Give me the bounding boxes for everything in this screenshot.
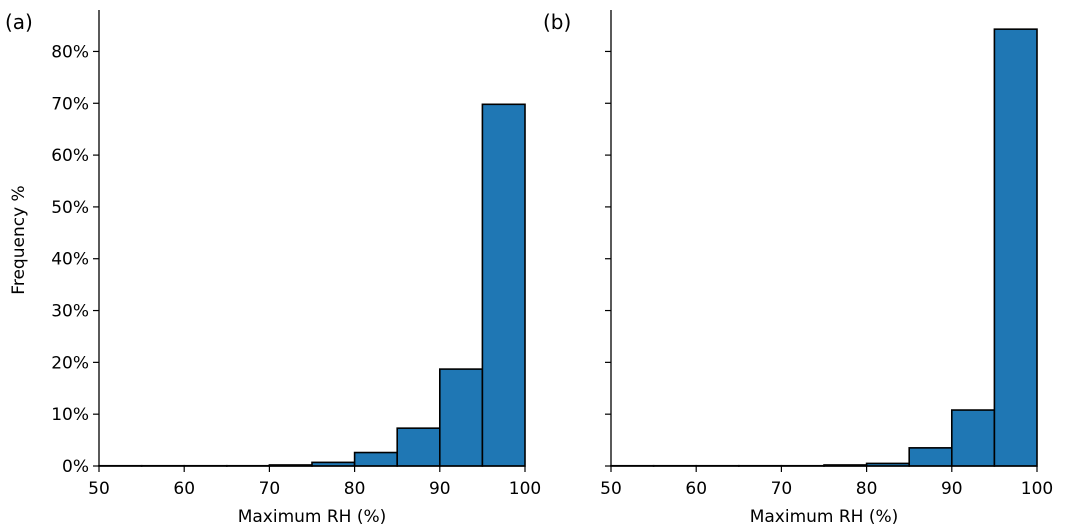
panel-label: (a) [5, 10, 33, 34]
x-tick-label: 50 [600, 479, 622, 499]
panel-b: 50 60 70 80 90 100 Maximum RH (%) (b) [543, 10, 1053, 527]
x-tick-label: 100 [509, 479, 541, 499]
y-axis-label: Frequency % [9, 185, 29, 294]
x-axis-label: Maximum RH (%) [238, 507, 387, 527]
x-tick-label: 80 [856, 479, 878, 499]
y-tick-label: 30% [51, 302, 89, 322]
x-tick-label: 90 [941, 479, 963, 499]
x-tick-label: 70 [259, 479, 281, 499]
histogram-bar [438, 368, 484, 467]
histogram-bar [353, 451, 399, 467]
histogram-bar [908, 447, 953, 467]
panels: 0% 10% 20% 30% 40% 50% 60% 70% 80% 50 60 70 80 90 100 M… [5, 10, 1053, 527]
x-axis-label: Maximum RH (%) [750, 507, 899, 527]
y-tick-label: 10% [51, 405, 89, 425]
histogram-bar [950, 409, 996, 467]
x-tick-label: 70 [771, 479, 793, 499]
histogram-bar [481, 103, 526, 467]
y-tick-label: 50% [51, 198, 89, 218]
y-tick-label: 80% [51, 42, 89, 62]
y-tick-label: 40% [51, 250, 89, 270]
x-tick-label: 60 [685, 479, 707, 499]
y-tick-label: 60% [51, 146, 89, 166]
x-tick-label: 50 [88, 479, 110, 499]
y-tick-label: 20% [51, 353, 89, 373]
panel-a: 0% 10% 20% 30% 40% 50% 60% 70% 80% 50 60 70 80 90 100 M… [5, 10, 541, 527]
x-tick-label: 80 [344, 479, 366, 499]
x-tick-label: 100 [1021, 479, 1053, 499]
panel-label: (b) [543, 10, 571, 34]
x-tick-label: 90 [429, 479, 451, 499]
x-tick-label: 60 [173, 479, 195, 499]
histogram-bar [396, 427, 441, 467]
y-tick-label: 70% [51, 94, 89, 114]
y-tick-label: 0% [62, 457, 89, 477]
histogram-bar [993, 28, 1038, 467]
